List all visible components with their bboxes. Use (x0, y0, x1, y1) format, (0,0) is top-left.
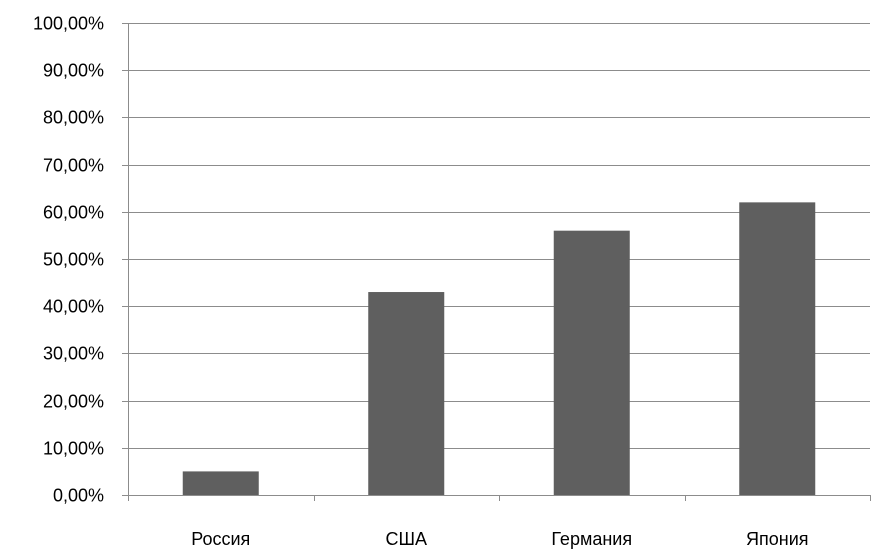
y-tick-label: 80,00% (43, 108, 104, 128)
x-tick-label: Япония (746, 529, 809, 549)
bar-3 (553, 230, 630, 495)
x-tick-label: Россия (191, 529, 250, 549)
y-tick-label: 70,00% (43, 156, 104, 176)
y-tick-label: 60,00% (43, 203, 104, 223)
tick-labels: 0,00% 10,00% 20,00% 30,00% 40,00% 50,00% 60,00… (33, 14, 809, 549)
y-tick-label: 50,00% (43, 250, 104, 270)
y-tick-label: 90,00% (43, 61, 104, 81)
y-tick-label: 100,00% (33, 14, 104, 34)
x-tick-label: США (385, 529, 427, 549)
bar-2 (368, 292, 445, 495)
y-tick-label: 20,00% (43, 392, 104, 412)
bars (182, 202, 816, 496)
axes (122, 23, 871, 501)
gridlines (122, 23, 870, 449)
y-tick-label: 10,00% (43, 439, 104, 459)
x-tick-label: Германия (551, 529, 632, 549)
y-tick-label: 40,00% (43, 297, 104, 317)
y-tick-label: 30,00% (43, 344, 104, 364)
bar-1 (182, 471, 259, 495)
bar-4 (739, 202, 816, 496)
y-tick-label: 0,00% (53, 486, 104, 506)
